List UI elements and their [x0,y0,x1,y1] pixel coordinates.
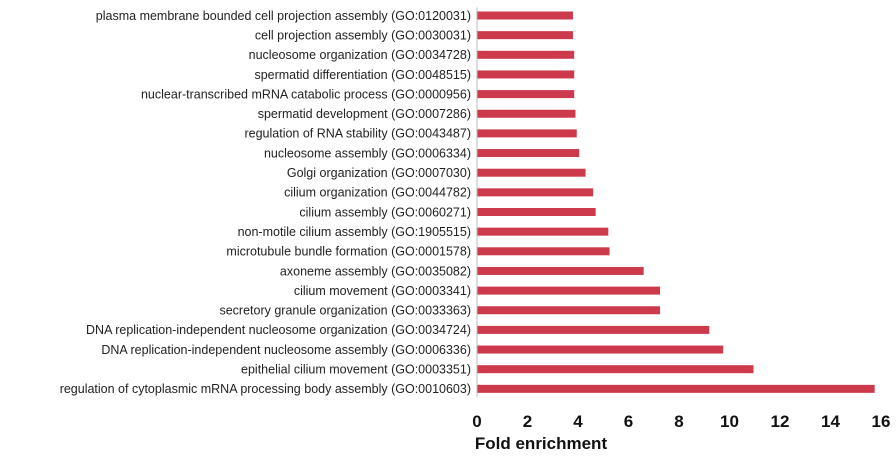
x-tick-label: 16 [872,412,891,431]
bar [477,266,644,275]
category-label: nuclear-transcribed mRNA catabolic proce… [141,87,471,101]
category-label: spermatid differentiation (GO:0048515) [254,68,471,82]
category-label: DNA replication-independent nucleosome o… [86,323,471,337]
bar [477,345,724,354]
category-label: cilium assembly (GO:0060271) [299,205,471,219]
bar [477,208,596,216]
category-label: regulation of RNA stability (GO:0043487) [244,127,471,141]
x-tick-label: 14 [821,412,840,431]
bar [477,286,661,295]
bar [477,365,754,374]
bar [477,306,661,315]
x-axis-title: Fold enrichment [475,434,608,453]
bar [477,188,594,197]
bar [477,325,710,334]
category-label: regulation of cytoplasmic mRNA processin… [60,382,471,396]
category-label: plasma membrane bounded cell projection … [96,9,471,23]
bar [477,50,575,59]
category-labels: plasma membrane bounded cell projection … [60,9,471,396]
bar [477,227,609,236]
x-tick-label: 12 [771,412,790,431]
bar [477,109,576,118]
x-tick-label: 2 [523,412,532,431]
x-tick-label: 10 [720,412,739,431]
x-tick-label: 8 [674,412,683,431]
x-axis-ticks: 0 2 4 6 8 10 12 14 16 [472,412,890,431]
category-label: axoneme assembly (GO:0035082) [280,264,471,278]
bar [477,149,580,158]
category-label: DNA replication-independent nucleosome a… [101,343,471,357]
bar [477,384,875,393]
category-label: nucleosome organization (GO:0034728) [249,48,471,62]
category-label: non-motile cilium assembly (GO:1905515) [238,225,471,239]
category-label: cell projection assembly (GO:0030031) [255,28,471,42]
category-label: cilium organization (GO:0044782) [284,186,471,200]
bar [477,11,573,20]
category-label: Golgi organization (GO:0007030) [287,166,471,180]
x-tick-label: 4 [573,412,583,431]
category-label: cilium movement (GO:0003341) [294,284,471,298]
x-tick-label: 0 [472,412,481,431]
category-label: microtubule bundle formation (GO:0001578… [226,245,471,259]
bar [477,70,575,79]
bars [477,11,875,393]
x-tick-label: 6 [624,412,633,431]
bar [477,247,610,256]
category-label: spermatid development (GO:0007286) [258,107,471,121]
category-label: secretory granule organization (GO:00333… [219,304,471,318]
category-label: nucleosome assembly (GO:0006334) [264,146,471,160]
bar [477,90,575,99]
bar [477,31,573,40]
category-label: epithelial cilium movement (GO:0003351) [241,363,471,377]
bar [477,168,586,177]
bar [477,129,577,138]
